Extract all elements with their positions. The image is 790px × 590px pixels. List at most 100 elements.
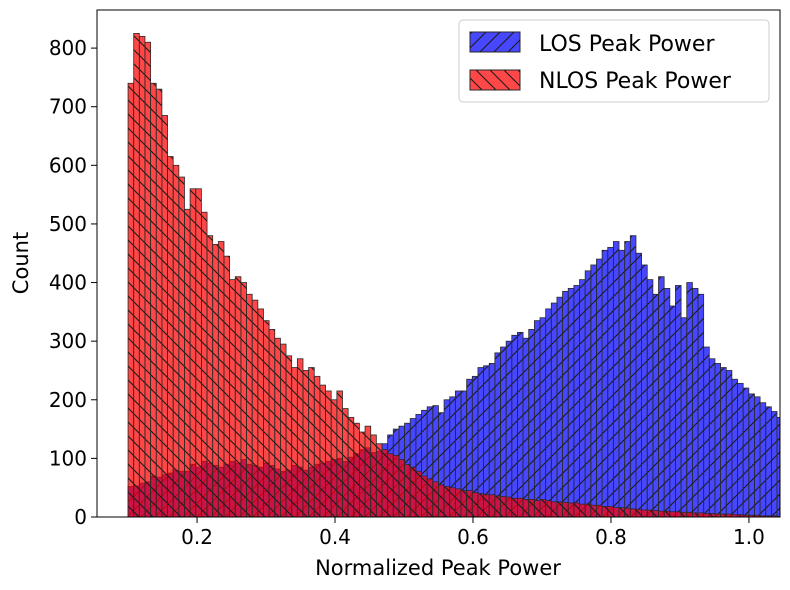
los-bar-hatch [646, 279, 654, 517]
nlos-bar-hatch [686, 511, 693, 517]
nlos-bar-hatch [234, 276, 242, 517]
legend-nlos-hatch [470, 70, 520, 90]
nlos-bar-hatch [556, 501, 563, 517]
nlos-bar-hatch [206, 235, 214, 517]
los-bar-hatch [737, 382, 744, 517]
nlos-bar-hatch [579, 503, 586, 517]
nlos-series [127, 33, 789, 517]
los-bar-hatch [754, 396, 761, 517]
nlos-bar-hatch [460, 490, 468, 517]
nlos-bar-hatch [635, 508, 642, 517]
x-tick-label: 0.6 [457, 525, 489, 549]
nlos-bar-hatch [189, 188, 197, 517]
los-bar-hatch [511, 334, 518, 517]
los-bar-hatch [759, 402, 767, 517]
nlos-bar-hatch [443, 486, 451, 517]
nlos-bar-hatch [618, 507, 626, 517]
los-bar-hatch [612, 241, 620, 517]
nlos-bar-hatch [223, 255, 231, 517]
nlos-bar-hatch [539, 499, 547, 517]
nlos-bar-hatch [511, 497, 518, 517]
x-tick-label: 0.8 [595, 525, 627, 549]
los-bar-hatch [663, 288, 671, 517]
nlos-bar-hatch [347, 416, 355, 517]
nlos-bar-hatch [178, 176, 185, 517]
los-bar [783, 420, 789, 517]
nlos-bar-hatch [285, 355, 293, 517]
nlos-bar-hatch [398, 459, 405, 517]
y-tick-label: 600 [49, 153, 87, 177]
nlos-bar-hatch [257, 308, 264, 517]
y-tick-label: 300 [49, 329, 87, 353]
los-bar-hatch [629, 235, 637, 517]
los-bar-hatch [584, 270, 592, 517]
nlos-bar-hatch [596, 504, 603, 517]
nlos-bar-hatch [268, 329, 276, 517]
nlos-bar-hatch [212, 244, 219, 517]
y-tick-label: 800 [49, 36, 87, 60]
nlos-bar-hatch [381, 449, 389, 517]
nlos-bar-hatch [697, 512, 705, 517]
nlos-bar-hatch [517, 497, 524, 517]
nlos-bar-hatch [466, 490, 473, 517]
nlos-bar-hatch [201, 211, 208, 517]
los-bar-hatch [528, 329, 535, 517]
nlos-bar-hatch [246, 293, 253, 517]
los-bar-hatch [550, 302, 558, 517]
nlos-bar-hatch [161, 115, 168, 517]
los-bar-hatch [624, 241, 631, 517]
nlos-bar-hatch [404, 463, 411, 517]
los-bar-hatch [731, 378, 738, 517]
x-tick-label: 1.0 [733, 525, 765, 549]
nlos-bar [783, 516, 789, 517]
nlos-bar-hatch [184, 208, 191, 517]
y-tick-label: 700 [49, 95, 87, 119]
nlos-bar-hatch [313, 375, 321, 517]
x-axis-title: Normalized Peak Power [315, 556, 561, 580]
los-bar-hatch [573, 285, 580, 517]
los-bar-hatch [545, 308, 552, 517]
los-bar-hatch [675, 285, 682, 517]
nlos-bar-hatch [500, 496, 507, 517]
nlos-bar-hatch [296, 358, 304, 517]
los-bar-hatch [533, 320, 541, 517]
los-bar-hatch [742, 387, 750, 517]
nlos-bar-hatch [488, 494, 496, 517]
los-bar-hatch [601, 249, 609, 517]
x-tick-label: 0.2 [181, 525, 213, 549]
nlos-bar-hatch [584, 503, 592, 517]
nlos-bar-hatch [590, 504, 597, 517]
x-axis: 0.2 0.4 0.6 0.8 1.0 [181, 517, 765, 549]
los-bar-hatch [562, 290, 569, 517]
y-tick-label: 400 [49, 271, 87, 295]
legend-frame [458, 19, 770, 103]
nlos-bar-hatch [505, 496, 513, 517]
nlos-bar-hatch [138, 35, 146, 517]
los-bar-hatch [658, 276, 665, 517]
nlos-bar-hatch [370, 434, 377, 517]
nlos-bar-hatch [477, 493, 484, 517]
nlos-bar-hatch [426, 478, 434, 517]
nlos-bar-hatch [663, 510, 671, 517]
nlos-bar-hatch [195, 188, 202, 517]
nlos-bar-hatch [680, 511, 688, 517]
nlos-bar-hatch [421, 475, 428, 517]
los-bar-hatch [703, 346, 710, 517]
nlos-bar-hatch [567, 502, 575, 517]
x-tick-label: 0.4 [319, 525, 351, 549]
los-bar-hatch [517, 331, 524, 517]
nlos-bar-hatch [432, 481, 439, 517]
los-bar-hatch [488, 363, 496, 517]
nlos-bar-hatch [144, 41, 152, 517]
los-bar-hatch [556, 296, 563, 517]
y-tick-label: 0 [74, 505, 87, 529]
nlos-bar-hatch [342, 408, 349, 517]
nlos-bar-hatch [387, 453, 394, 517]
y-axis-title: Count [9, 232, 33, 294]
nlos-bar-hatch [612, 507, 620, 517]
los-bar-hatch [669, 305, 676, 517]
nlos-bar-hatch [325, 390, 332, 517]
nlos-bar-hatch [359, 431, 366, 517]
los-bar-hatch [686, 282, 693, 517]
